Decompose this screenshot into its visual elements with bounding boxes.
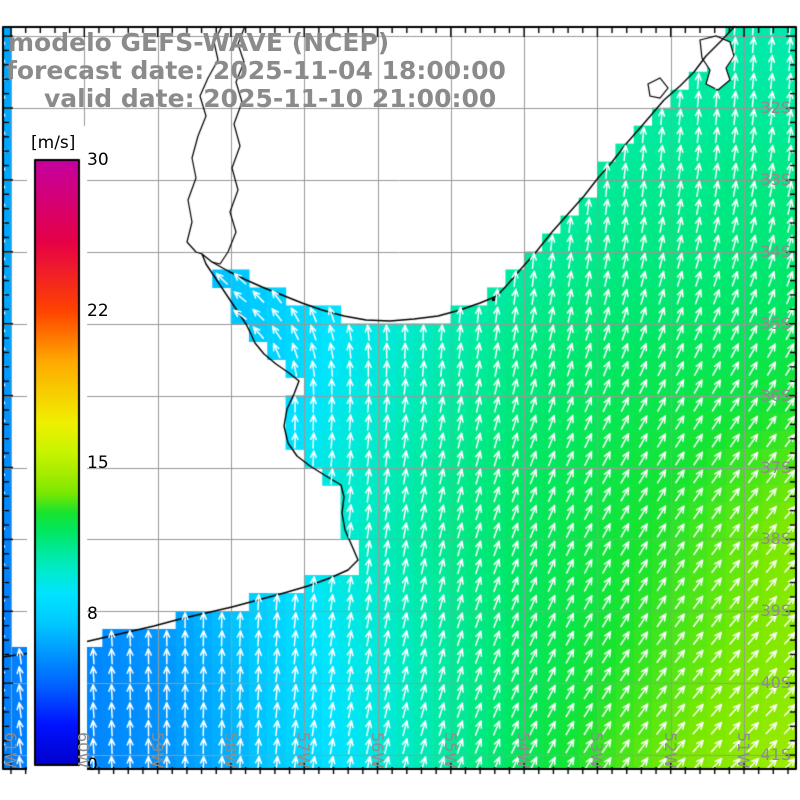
valid-date-label: valid date: 2025-11-10 21:00:00	[44, 84, 497, 113]
colorbar-tick-label: 22	[87, 301, 109, 322]
longitude-label: 54W	[514, 732, 534, 769]
longitude-label: 57W	[294, 732, 314, 769]
longitude-label: 59W	[147, 732, 167, 769]
longitude-label: 61W	[1, 732, 20, 769]
latitude-label: 38S	[760, 529, 791, 549]
longitude-label: 51W	[734, 732, 753, 769]
model-title: modelo GEFS-WAVE (NCEP)	[8, 28, 390, 57]
longitude-label: 56W	[367, 732, 387, 769]
longitude-label: 58W	[220, 732, 240, 769]
colorbar-tick-label: 30	[87, 150, 109, 170]
colorbar-unit-label: [m/s]	[31, 133, 76, 153]
latitude-label: 41S	[760, 745, 791, 765]
latitude-label: 32S	[760, 98, 791, 117]
colorbar-tick-label: 0	[87, 755, 98, 775]
longitude-label: 55W	[440, 732, 460, 769]
latitude-label: 36S	[760, 385, 791, 405]
latitude-label: 40S	[760, 673, 791, 693]
latitude-label: 35S	[760, 313, 791, 333]
colorbar-tick-label: 8	[87, 603, 98, 624]
latitude-label: 34S	[760, 241, 791, 261]
longitude-label: 53W	[587, 732, 607, 769]
latitude-label: 39S	[760, 601, 791, 621]
forecast-date-label: forecast date: 2025-11-04 18:00:00	[6, 56, 506, 85]
longitude-label: 52W	[660, 732, 680, 769]
latitude-label: 33S	[760, 169, 791, 189]
colorbar-tick-label: 15	[87, 452, 109, 473]
longitude-label: 60W	[74, 732, 94, 769]
latitude-label: 37S	[760, 457, 791, 477]
